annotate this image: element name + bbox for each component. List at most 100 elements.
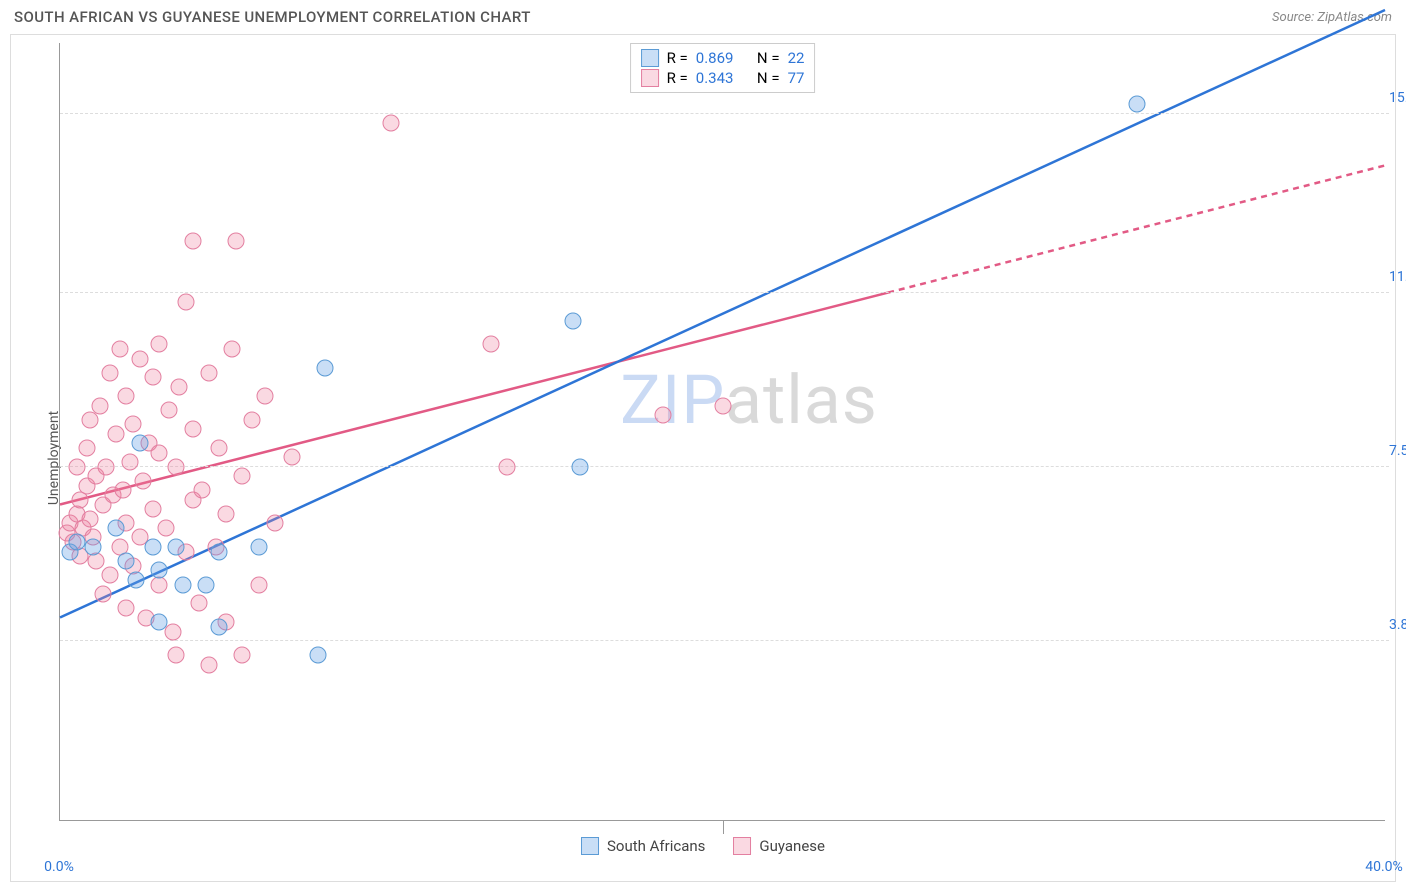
watermark-rest: atlas	[725, 360, 878, 440]
point-pink	[171, 378, 188, 395]
point-pink	[267, 515, 284, 532]
point-pink	[131, 350, 148, 367]
stats-pink-n: 77	[788, 69, 805, 87]
point-blue	[131, 435, 148, 452]
stats-row-pink: R = 0.343 N = 77	[641, 68, 805, 88]
series-legend: South Africans Guyanese	[581, 837, 825, 855]
chart-source: Source: ZipAtlas.com	[1272, 10, 1392, 25]
swatch-pink	[733, 837, 751, 855]
point-blue	[250, 538, 267, 555]
stats-r-label: R =	[667, 49, 688, 67]
point-blue	[211, 618, 228, 635]
y-tick-label: 3.8%	[1389, 617, 1406, 633]
point-pink	[81, 510, 98, 527]
point-pink	[167, 458, 184, 475]
point-pink	[654, 407, 671, 424]
point-blue	[68, 534, 85, 551]
point-blue	[151, 614, 168, 631]
chart-container: Unemployment ZIPatlas R = 0.869 N = 22 R…	[10, 34, 1396, 882]
chart-title: SOUTH AFRICAN VS GUYANESE UNEMPLOYMENT C…	[14, 8, 531, 26]
point-pink	[250, 576, 267, 593]
point-blue	[211, 543, 228, 560]
swatch-blue	[641, 49, 659, 67]
point-pink	[151, 336, 168, 353]
point-blue	[167, 538, 184, 555]
point-pink	[144, 501, 161, 518]
point-pink	[234, 468, 251, 485]
point-pink	[144, 369, 161, 386]
point-blue	[197, 576, 214, 593]
stats-legend: R = 0.869 N = 22 R = 0.343 N = 77	[630, 43, 816, 93]
point-pink	[111, 341, 128, 358]
swatch-blue	[581, 837, 599, 855]
point-blue	[565, 312, 582, 329]
point-pink	[383, 115, 400, 132]
gridline-h	[60, 466, 1389, 467]
point-pink	[124, 416, 141, 433]
point-blue	[144, 538, 161, 555]
point-pink	[227, 232, 244, 249]
point-pink	[161, 402, 178, 419]
stats-blue-r: 0.869	[696, 49, 734, 67]
x-axis-label: 40.0%	[1365, 859, 1403, 875]
legend-item-blue: South Africans	[581, 837, 705, 855]
point-pink	[211, 439, 228, 456]
point-pink	[158, 520, 175, 537]
legend-blue-label: South Africans	[607, 837, 705, 855]
point-pink	[91, 397, 108, 414]
watermark-zip: ZIP	[620, 360, 725, 440]
point-pink	[714, 397, 731, 414]
gridline-h	[60, 640, 1389, 641]
point-pink	[184, 421, 201, 438]
gridline-h	[60, 292, 1389, 293]
stats-pink-r: 0.343	[696, 69, 734, 87]
point-pink	[95, 585, 112, 602]
point-pink	[224, 341, 241, 358]
point-blue	[85, 538, 102, 555]
point-pink	[121, 454, 138, 471]
point-pink	[191, 595, 208, 612]
point-pink	[108, 425, 125, 442]
point-pink	[283, 449, 300, 466]
swatch-pink	[641, 69, 659, 87]
point-pink	[101, 364, 118, 381]
y-tick-label: 7.5%	[1389, 443, 1406, 459]
legend-pink-label: Guyanese	[759, 837, 825, 855]
stats-blue-n: 22	[788, 49, 805, 67]
point-blue	[310, 647, 327, 664]
point-pink	[118, 600, 135, 617]
plot-area: ZIPatlas R = 0.869 N = 22 R = 0.343 N = …	[59, 43, 1385, 821]
point-pink	[101, 567, 118, 584]
x-tick-major	[723, 820, 724, 834]
point-blue	[151, 562, 168, 579]
point-pink	[118, 388, 135, 405]
stats-n-label: N =	[757, 49, 780, 67]
y-tick-label: 11.2%	[1389, 269, 1406, 285]
stats-n-label: N =	[757, 69, 780, 87]
point-blue	[108, 520, 125, 537]
point-pink	[194, 482, 211, 499]
x-axis-label: 0.0%	[44, 859, 74, 875]
point-blue	[317, 359, 334, 376]
point-pink	[114, 482, 131, 499]
point-blue	[128, 571, 145, 588]
point-pink	[98, 458, 115, 475]
point-pink	[177, 294, 194, 311]
point-pink	[257, 388, 274, 405]
point-blue	[118, 553, 135, 570]
point-pink	[184, 232, 201, 249]
gridline-h	[60, 113, 1389, 114]
point-pink	[151, 444, 168, 461]
point-pink	[134, 472, 151, 489]
point-pink	[482, 336, 499, 353]
point-pink	[201, 364, 218, 381]
stats-row-blue: R = 0.869 N = 22	[641, 48, 805, 68]
point-blue	[1128, 96, 1145, 113]
legend-item-pink: Guyanese	[733, 837, 825, 855]
watermark: ZIPatlas	[620, 360, 878, 440]
stats-r-label: R =	[667, 69, 688, 87]
point-pink	[167, 647, 184, 664]
trend-lines	[60, 43, 1385, 820]
point-pink	[244, 411, 261, 428]
point-pink	[78, 439, 95, 456]
